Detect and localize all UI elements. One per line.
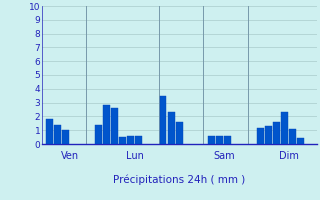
Bar — [46, 119, 53, 144]
Bar — [95, 125, 102, 144]
Bar — [273, 122, 280, 144]
Bar — [160, 96, 166, 144]
Bar — [54, 125, 61, 144]
Bar — [265, 126, 272, 144]
Bar — [224, 136, 231, 144]
Bar — [103, 105, 110, 144]
Bar — [289, 129, 296, 144]
Text: Sam: Sam — [213, 151, 235, 161]
Text: Précipitations 24h ( mm ): Précipitations 24h ( mm ) — [113, 174, 245, 185]
Bar — [208, 136, 215, 144]
Bar — [168, 112, 174, 144]
Bar — [111, 108, 118, 144]
Bar — [62, 130, 69, 144]
Text: Ven: Ven — [61, 151, 79, 161]
Bar — [135, 136, 142, 144]
Text: Dim: Dim — [278, 151, 299, 161]
Bar — [119, 137, 126, 144]
Bar — [281, 112, 288, 144]
Bar — [127, 136, 134, 144]
Bar — [297, 138, 304, 144]
Bar — [257, 128, 264, 144]
Bar — [216, 136, 223, 144]
Text: Lun: Lun — [126, 151, 144, 161]
Bar — [176, 122, 183, 144]
